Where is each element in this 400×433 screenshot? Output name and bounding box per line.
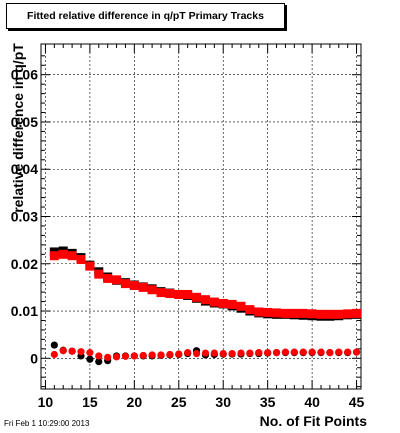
data-point-circle [344, 348, 352, 356]
data-point-square [289, 308, 299, 318]
y-tick-label: 0 [30, 350, 38, 366]
x-tick-label: 15 [82, 394, 98, 410]
data-point-square [183, 289, 193, 299]
data-point-circle [246, 349, 254, 357]
data-point-circle [264, 349, 272, 357]
data-point-circle [50, 341, 58, 349]
data-point-square [325, 309, 335, 319]
x-tick-label: 35 [260, 394, 276, 410]
data-point-circle [228, 349, 236, 358]
data-point-square [156, 288, 166, 298]
data-point-square [227, 299, 237, 309]
data-point-circle [157, 351, 165, 359]
data-point-circle [210, 349, 218, 357]
data-point-circle [272, 349, 281, 357]
data-point-circle [201, 349, 210, 357]
data-point-circle [121, 352, 130, 360]
data-point-circle [326, 349, 334, 357]
data-point-circle [86, 349, 94, 357]
data-point-square [352, 308, 362, 318]
data-point-circle [59, 347, 67, 355]
data-point-square [245, 305, 255, 315]
data-point-square [280, 308, 290, 318]
data-point-square [343, 309, 353, 319]
data-point-circle [175, 350, 183, 358]
y-tick-label: 0.04 [11, 161, 38, 177]
data-point-circle [317, 348, 325, 356]
x-tick-label: 45 [349, 394, 365, 410]
data-point-circle [192, 349, 201, 358]
data-point-square [67, 251, 77, 261]
x-tick-label: 25 [171, 394, 187, 410]
data-point-circle [184, 349, 192, 357]
data-point-circle [68, 347, 76, 355]
data-point-square [120, 279, 130, 289]
data-point-square [94, 269, 104, 279]
data-point-circle [104, 353, 112, 361]
data-point-square [307, 309, 317, 319]
data-point-circle [255, 349, 263, 357]
x-tick-label: 20 [127, 394, 143, 410]
data-point-square [334, 309, 344, 319]
data-point-square [218, 298, 228, 308]
data-point-circle [130, 352, 138, 360]
timestamp: Fri Feb 1 10:29:00 2013 [4, 419, 90, 428]
data-point-circle [50, 350, 58, 359]
y-axis-label: relative difference in q/pT [10, 43, 26, 213]
data-point-circle [148, 351, 156, 359]
x-tick-label: 30 [215, 394, 231, 410]
data-point-circle [299, 348, 307, 356]
y-tick-label: 0.03 [11, 209, 38, 225]
data-point-square [298, 308, 308, 318]
data-point-square [103, 273, 113, 283]
data-point-square [209, 297, 219, 307]
x-tick-label: 10 [38, 394, 54, 410]
data-point-circle [112, 353, 121, 361]
y-tick-label: 0.01 [11, 303, 38, 319]
data-point-square [147, 285, 157, 295]
data-point-square [192, 292, 202, 302]
data-point-square [58, 249, 68, 259]
data-point-square [85, 261, 95, 271]
data-point-square [272, 308, 282, 318]
x-axis-label: No. of Fit Points [259, 413, 367, 429]
x-tick-label: 40 [304, 394, 320, 410]
data-point-square [112, 275, 122, 285]
y-tick-label: 0.06 [11, 67, 38, 83]
data-point-square [76, 255, 86, 265]
data-point-square [263, 307, 273, 317]
data-point-square [138, 282, 148, 292]
data-point-circle [281, 348, 290, 356]
data-point-circle [290, 348, 298, 356]
data-point-square [165, 289, 175, 299]
chart-title: Fitted relative difference in q/pT Prima… [6, 3, 285, 29]
data-point-circle [77, 348, 85, 356]
data-point-circle [308, 348, 316, 356]
data-point-circle [166, 350, 174, 359]
data-point-square [316, 309, 326, 319]
data-point-circle [139, 351, 147, 360]
data-point-square [129, 281, 139, 290]
y-tick-label: 0.05 [11, 114, 38, 130]
y-tick-label: 0.02 [11, 256, 38, 272]
data-point-circle [95, 357, 103, 366]
data-point-square [254, 307, 264, 317]
data-point-circle [237, 349, 245, 357]
data-point-square [174, 289, 184, 299]
data-point-square [200, 295, 210, 305]
data-point-circle [335, 348, 343, 356]
data-point-circle [86, 355, 94, 363]
data-point-square [49, 251, 59, 261]
data-point-square [236, 301, 246, 311]
data-point-circle [219, 349, 227, 358]
data-point-circle [95, 352, 103, 360]
data-point-circle [352, 348, 361, 356]
